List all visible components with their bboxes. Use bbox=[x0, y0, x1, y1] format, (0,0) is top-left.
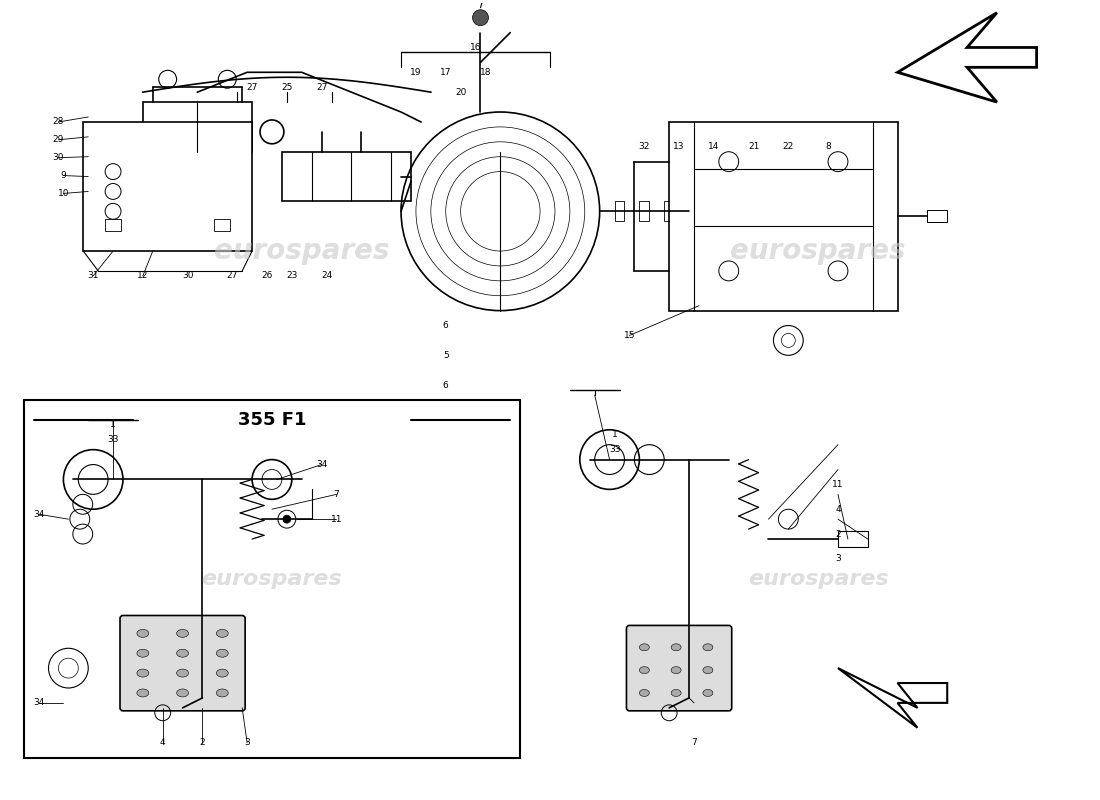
Ellipse shape bbox=[671, 644, 681, 650]
Ellipse shape bbox=[217, 669, 229, 677]
Text: 8: 8 bbox=[825, 142, 830, 151]
Text: 5: 5 bbox=[443, 351, 449, 360]
Text: 14: 14 bbox=[708, 142, 719, 151]
Text: 32: 32 bbox=[639, 142, 650, 151]
Text: 27: 27 bbox=[227, 271, 238, 280]
Text: 4: 4 bbox=[835, 505, 840, 514]
Text: 29: 29 bbox=[53, 135, 64, 144]
Text: 30: 30 bbox=[182, 271, 194, 280]
Text: 22: 22 bbox=[783, 142, 794, 151]
FancyBboxPatch shape bbox=[627, 626, 732, 711]
Text: 355 F1: 355 F1 bbox=[238, 411, 306, 429]
Text: 23: 23 bbox=[286, 271, 297, 280]
Text: 3: 3 bbox=[244, 738, 250, 747]
Text: 26: 26 bbox=[262, 271, 273, 280]
Text: 6: 6 bbox=[443, 381, 449, 390]
Circle shape bbox=[473, 10, 488, 26]
Text: 21: 21 bbox=[748, 142, 759, 151]
FancyBboxPatch shape bbox=[120, 615, 245, 711]
Text: 16: 16 bbox=[470, 43, 482, 52]
Bar bbox=[927, 210, 947, 222]
Text: 12: 12 bbox=[138, 271, 148, 280]
Ellipse shape bbox=[177, 689, 188, 697]
Text: 18: 18 bbox=[480, 68, 492, 77]
Text: 6: 6 bbox=[443, 321, 449, 330]
Text: 10: 10 bbox=[57, 189, 69, 198]
Text: 28: 28 bbox=[53, 118, 64, 126]
Text: 7: 7 bbox=[691, 738, 697, 747]
Text: 34: 34 bbox=[316, 460, 328, 469]
Ellipse shape bbox=[703, 644, 713, 650]
Ellipse shape bbox=[136, 650, 149, 658]
Ellipse shape bbox=[639, 644, 649, 650]
Text: eurospares: eurospares bbox=[201, 569, 342, 589]
Circle shape bbox=[283, 515, 290, 523]
Ellipse shape bbox=[671, 690, 681, 697]
Text: 17: 17 bbox=[440, 68, 451, 77]
Ellipse shape bbox=[136, 669, 149, 677]
Text: 33: 33 bbox=[608, 445, 620, 454]
Text: 4: 4 bbox=[160, 738, 165, 747]
Bar bbox=[664, 202, 674, 222]
Ellipse shape bbox=[639, 690, 649, 697]
Text: 13: 13 bbox=[673, 142, 685, 151]
Text: 1: 1 bbox=[612, 430, 617, 439]
Text: 34: 34 bbox=[33, 698, 44, 707]
Bar bbox=[143, 102, 252, 152]
Ellipse shape bbox=[671, 666, 681, 674]
Text: 7: 7 bbox=[333, 490, 340, 499]
Ellipse shape bbox=[217, 689, 229, 697]
Text: 27: 27 bbox=[316, 82, 328, 92]
Ellipse shape bbox=[703, 690, 713, 697]
Ellipse shape bbox=[217, 630, 229, 638]
Bar bbox=[615, 202, 625, 222]
Polygon shape bbox=[838, 668, 947, 728]
Text: 24: 24 bbox=[321, 271, 332, 280]
Bar bbox=[669, 122, 898, 310]
Text: 1: 1 bbox=[110, 420, 115, 430]
Text: 11: 11 bbox=[833, 480, 844, 489]
Ellipse shape bbox=[177, 669, 188, 677]
Ellipse shape bbox=[136, 630, 149, 638]
Bar bbox=[24, 400, 520, 758]
Text: 11: 11 bbox=[331, 514, 342, 524]
Ellipse shape bbox=[177, 630, 188, 638]
Text: 19: 19 bbox=[410, 68, 421, 77]
Text: 31: 31 bbox=[87, 271, 99, 280]
Ellipse shape bbox=[136, 689, 149, 697]
Text: 20: 20 bbox=[455, 88, 466, 97]
Bar bbox=[214, 219, 230, 231]
Bar bbox=[106, 219, 121, 231]
Polygon shape bbox=[898, 13, 1036, 102]
Text: 34: 34 bbox=[33, 510, 44, 518]
Text: 33: 33 bbox=[108, 435, 119, 444]
Text: 2: 2 bbox=[835, 530, 840, 538]
Bar bbox=[639, 202, 649, 222]
Text: 15: 15 bbox=[624, 331, 635, 340]
Ellipse shape bbox=[217, 650, 229, 658]
Text: 27: 27 bbox=[246, 82, 257, 92]
Text: eurospares: eurospares bbox=[214, 237, 389, 265]
Ellipse shape bbox=[177, 650, 188, 658]
Bar bbox=[838, 531, 868, 547]
Text: 25: 25 bbox=[282, 82, 293, 92]
Text: eurospares: eurospares bbox=[748, 569, 889, 589]
Text: 30: 30 bbox=[53, 153, 64, 162]
Ellipse shape bbox=[639, 666, 649, 674]
Text: 2: 2 bbox=[199, 738, 206, 747]
Text: eurospares: eurospares bbox=[730, 237, 906, 265]
Bar bbox=[84, 122, 252, 251]
Text: 3: 3 bbox=[835, 554, 840, 563]
Bar bbox=[282, 152, 411, 202]
Text: 9: 9 bbox=[60, 171, 66, 180]
Ellipse shape bbox=[703, 666, 713, 674]
